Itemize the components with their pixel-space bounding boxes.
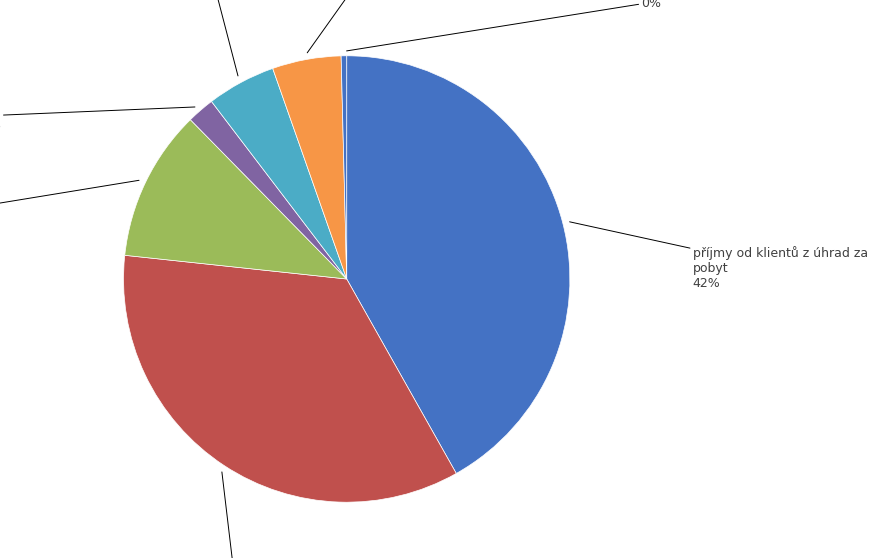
Text: přijaté dary (od právnických a
fyzických osob)
0%: přijaté dary (od právnických a fyzických… [347, 0, 829, 51]
Text: dotace od státu (přímé dotace
z MPSV a dotace poskytnuté
KÚ na základě rozhodnut: dotace od státu (přímé dotace z MPSV a d… [151, 472, 341, 558]
Text: příjmy z vlastní činnosti
2%: příjmy z vlastní činnosti 2% [0, 104, 195, 132]
Wedge shape [347, 56, 570, 473]
Wedge shape [124, 120, 347, 279]
Wedge shape [341, 56, 347, 279]
Wedge shape [190, 102, 347, 279]
Wedge shape [124, 256, 456, 502]
Text: příjmy od klientů z úhrad za
pobyt
42%: příjmy od klientů z úhrad za pobyt 42% [570, 222, 868, 290]
Text: dotace od zřizovatele
11%: dotace od zřizovatele 11% [0, 180, 139, 230]
Wedge shape [273, 56, 347, 279]
Text: ostatní příjmy
5%: ostatní příjmy 5% [308, 0, 445, 53]
Text: příjmy od zdravotních
pojišťoven - na místo
poskytování
5%: příjmy od zdravotních pojišťoven - na mí… [126, 0, 263, 76]
Wedge shape [212, 69, 347, 279]
